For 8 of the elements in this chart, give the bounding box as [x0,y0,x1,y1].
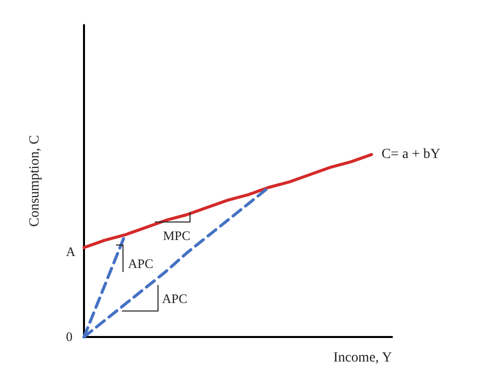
x-axis-title: Income, Y [333,350,392,366]
text: 0 [66,329,72,344]
y-axis-title: Consumption, C [28,135,42,227]
series-label: C= a + bY [381,147,440,162]
annotation: APC [162,291,188,306]
annotation: APC [128,256,154,271]
text: A [66,244,76,259]
annotation: MPC [163,228,190,243]
